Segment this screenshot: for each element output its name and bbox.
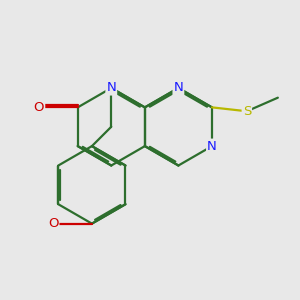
Text: O: O [48,217,58,230]
Text: N: N [207,140,217,153]
Text: O: O [34,101,44,114]
Text: S: S [243,105,251,118]
Text: N: N [173,82,183,94]
Text: N: N [106,82,116,94]
